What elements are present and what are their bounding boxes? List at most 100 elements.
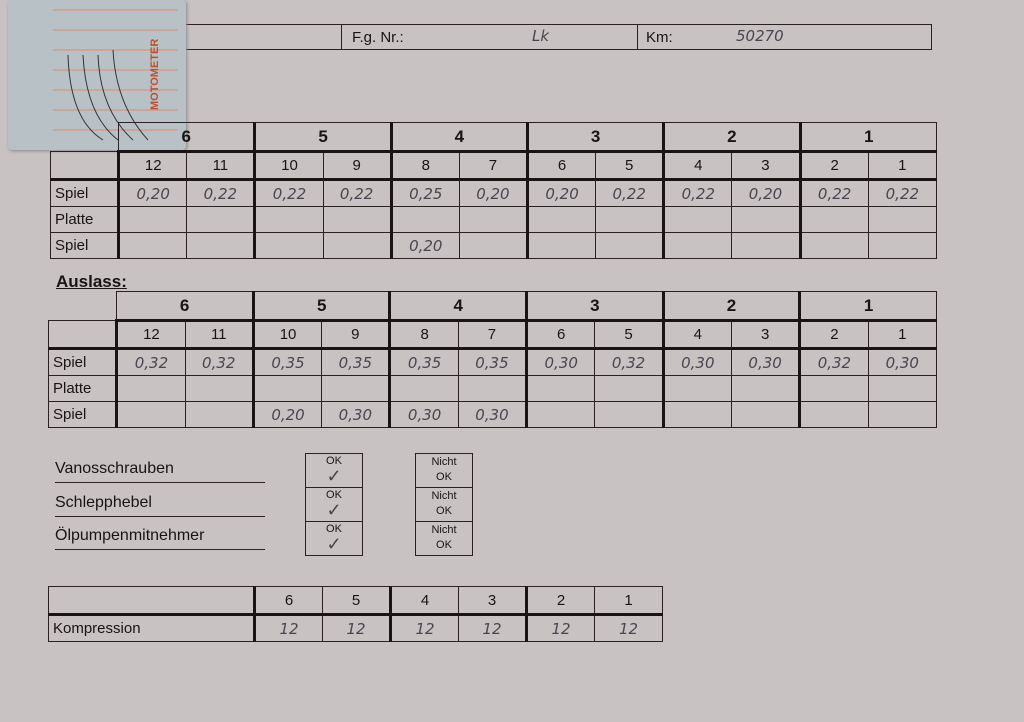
value-cell[interactable]: 0,30 xyxy=(388,401,459,428)
value-cell[interactable] xyxy=(322,232,392,259)
value-cell[interactable]: 0,35 xyxy=(321,348,391,376)
value-cell[interactable] xyxy=(661,401,732,428)
cylinder-header: 1 xyxy=(798,291,937,322)
value-cell[interactable]: 0,30 xyxy=(730,348,801,376)
value-cell[interactable] xyxy=(457,375,528,402)
value-cell[interactable] xyxy=(184,375,254,402)
value-cell[interactable]: 0,20 xyxy=(525,179,597,207)
value-cell[interactable]: 12 xyxy=(389,614,459,642)
ok-checkbox[interactable]: OK ✓ xyxy=(305,521,363,556)
value-cell[interactable] xyxy=(184,401,254,428)
value-cell[interactable]: 0,22 xyxy=(253,179,324,207)
value-cell[interactable]: 0,30 xyxy=(321,401,391,428)
nicht-ok-checkbox[interactable]: Nicht OK xyxy=(415,487,473,522)
value-cell[interactable]: 0,35 xyxy=(388,348,459,376)
value-cell[interactable] xyxy=(594,375,664,402)
value-cell[interactable]: 0,32 xyxy=(798,348,869,376)
value-cell[interactable]: 0,30 xyxy=(525,348,596,376)
einlass-table: 6 5 4 3 2 1 12 11 10 9 8 7 6 5 4 3 2 1 Spiel 0,20 0,22 0,22 0,… xyxy=(49,122,938,259)
value-cell[interactable] xyxy=(458,206,528,233)
value-cell[interactable]: 0,35 xyxy=(251,348,323,376)
value-cell[interactable] xyxy=(867,232,938,259)
value-cell[interactable] xyxy=(321,375,391,402)
value-cell[interactable]: 0,22 xyxy=(186,179,256,207)
value-cell[interactable]: 0,20 xyxy=(389,232,460,259)
value-cell[interactable]: 0,32 xyxy=(115,348,186,376)
cylinder-header: 4 xyxy=(389,586,459,616)
value-cell[interactable] xyxy=(730,375,801,402)
cylinder-header: 2 xyxy=(661,291,801,322)
value-cell[interactable]: 12 xyxy=(322,614,391,642)
value-cell[interactable] xyxy=(867,375,938,402)
value-cell[interactable] xyxy=(389,206,460,233)
value-cell[interactable]: 12 xyxy=(525,614,595,642)
value-cell[interactable]: 0,22 xyxy=(322,179,392,207)
valve-header: 8 xyxy=(388,320,459,350)
cylinder-header: 4 xyxy=(389,122,528,153)
value-cell[interactable] xyxy=(525,206,597,233)
value-cell[interactable] xyxy=(731,232,801,259)
value-cell[interactable] xyxy=(186,232,256,259)
value-cell[interactable] xyxy=(798,232,869,259)
value-cell[interactable]: 0,25 xyxy=(389,179,460,207)
value-cell[interactable] xyxy=(867,401,938,428)
value-cell[interactable]: 0,22 xyxy=(867,179,938,207)
value-cell[interactable] xyxy=(525,232,597,259)
value-cell[interactable] xyxy=(525,375,596,402)
ok-checkbox[interactable]: OK ✓ xyxy=(305,487,363,522)
value-cell[interactable]: 0,22 xyxy=(662,179,733,207)
value-cell[interactable] xyxy=(388,375,459,402)
value-cell[interactable]: 0,22 xyxy=(595,179,665,207)
nicht-ok-checkbox[interactable]: Nicht OK xyxy=(415,521,473,556)
value-cell[interactable] xyxy=(595,232,665,259)
corner-cell xyxy=(49,151,120,181)
value-cell[interactable]: 0,32 xyxy=(184,348,254,376)
check-label: Ölpumpenmitnehmer xyxy=(55,527,265,550)
value-cell[interactable]: 0,20 xyxy=(251,401,323,428)
cylinder-header: 2 xyxy=(525,586,595,616)
value-cell[interactable] xyxy=(115,375,186,402)
value-cell[interactable]: 12 xyxy=(458,614,527,642)
value-cell[interactable]: 0,20 xyxy=(117,179,188,207)
value-cell[interactable] xyxy=(186,206,256,233)
value-cell[interactable]: 0,35 xyxy=(457,348,528,376)
value-cell[interactable] xyxy=(730,401,801,428)
value-cell[interactable]: 0,30 xyxy=(661,348,732,376)
value-cell[interactable] xyxy=(798,375,869,402)
value-cell[interactable] xyxy=(322,206,392,233)
valve-header: 11 xyxy=(186,151,256,181)
value-cell[interactable] xyxy=(731,206,801,233)
value-cell[interactable] xyxy=(117,206,188,233)
auslass-table: 6 5 4 3 2 1 12 11 10 9 8 7 6 5 4 3 2 1 Spiel 0,32 0,32 0,35 0,… xyxy=(47,291,938,428)
value-cell[interactable]: 0,20 xyxy=(731,179,801,207)
value-cell[interactable] xyxy=(661,375,732,402)
value-cell[interactable] xyxy=(525,401,596,428)
ok-checkbox[interactable]: OK ✓ xyxy=(305,453,363,488)
kompression-table: 6 5 4 3 2 1 Kompression 12 12 12 12 12 12 xyxy=(48,586,663,642)
value-cell[interactable] xyxy=(662,232,733,259)
nicht-ok-checkbox[interactable]: Nicht OK xyxy=(415,453,473,488)
value-cell[interactable]: 0,30 xyxy=(867,348,938,376)
value-cell[interactable]: 0,30 xyxy=(457,401,528,428)
value-cell[interactable] xyxy=(662,206,733,233)
value-cell[interactable]: 12 xyxy=(594,614,663,642)
value-cell[interactable]: 0,20 xyxy=(458,179,528,207)
value-cell[interactable]: 12 xyxy=(253,614,323,642)
value-cell[interactable] xyxy=(253,232,324,259)
value-cell[interactable]: 0,32 xyxy=(594,348,664,376)
value-cell[interactable] xyxy=(251,375,323,402)
value-cell[interactable] xyxy=(867,206,938,233)
value-cell[interactable] xyxy=(458,232,528,259)
value-cell[interactable]: 0,22 xyxy=(798,179,869,207)
checkmark-icon: ✓ xyxy=(326,466,342,486)
value-cell[interactable] xyxy=(594,401,664,428)
value-cell[interactable] xyxy=(595,206,665,233)
value-cell[interactable] xyxy=(115,401,186,428)
value-cell[interactable] xyxy=(798,206,869,233)
valve-header: 1 xyxy=(867,151,938,181)
value-cell[interactable] xyxy=(117,232,188,259)
value-cell[interactable] xyxy=(798,401,869,428)
value-cell[interactable] xyxy=(253,206,324,233)
nicht-ok-label: Nicht OK xyxy=(431,456,457,483)
auslass-title: Auslass: xyxy=(56,272,127,291)
